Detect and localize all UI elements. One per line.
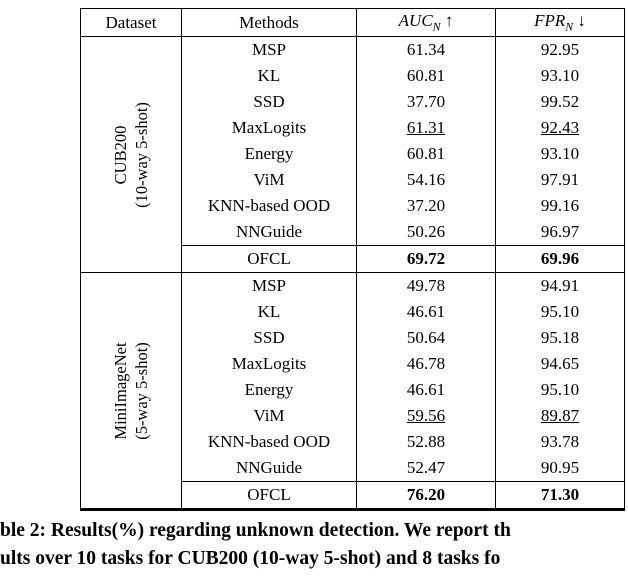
table-header: Dataset Methods AUCN ↑ FPRN ↓ [80,8,625,37]
auc-metric-label: AUCN [398,10,441,34]
fpr-value: 90.95 [495,455,625,482]
dataset-group: CUB200 (10-way 5-shot) MSP 61.34 92.95 KL 60.8… [80,36,625,273]
dataset-label-line: CUB200 [111,125,130,184]
auc-value: 52.88 [356,429,496,455]
method-name: MaxLogits [181,351,357,377]
fpr-value: 71.30 [495,481,625,510]
fpr-value: 95.10 [495,377,625,403]
dataset-label-line: MiniImageNet [111,341,130,440]
method-name: SSD [181,325,357,351]
method-row: KNN-based OOD 37.20 99.16 [81,193,625,219]
dataset-label-line: (10-way 5-shot) [132,101,151,208]
method-row: MaxLogits 46.78 94.65 [81,351,625,377]
method-name: Energy [181,377,357,403]
auc-value: 46.61 [356,377,496,403]
method-name: NNGuide [181,219,357,246]
dataset-label-rotated: CUB200 (10-way 5-shot) [110,102,152,208]
method-row: KNN-based OOD 52.88 93.78 [81,429,625,455]
method-name: MSP [181,272,357,299]
fpr-value: 93.10 [495,141,625,167]
method-name: OFCL [181,481,357,510]
method-name: MSP [181,36,357,63]
auc-value: 49.78 [356,272,496,299]
method-row: CUB200 (10-way 5-shot) MSP 61.34 92.95 [80,36,625,273]
auc-value: 61.31 [356,115,496,141]
method-name: SSD [181,89,357,115]
fpr-value: 94.91 [495,272,625,299]
fpr-value: 96.97 [495,219,625,246]
dataset-label-line: (5-way 5-shot) [132,341,151,440]
fpr-value: 89.87 [495,403,625,429]
auc-value: 54.16 [356,167,496,193]
method-row: KL 60.81 93.10 [81,63,625,89]
caption-line-1: ble 2: Results(%) regarding unknown dete… [0,520,511,541]
header-dataset: Dataset [80,8,182,37]
method-name: KL [181,299,357,325]
method-name: KL [181,63,357,89]
paper-table-figure: Dataset Methods AUCN ↑ FPRN ↓ CUB200 (10-… [0,8,628,580]
method-name: NNGuide [181,455,357,482]
dataset-label: CUB200 (10-way 5-shot) [80,36,182,273]
method-row: NNGuide 52.47 90.95 [81,455,625,482]
header-methods: Methods [181,8,357,37]
method-row: Energy 60.81 93.10 [81,141,625,167]
method-row: MiniImageNet (5-way 5-shot) MSP 49.78 94.91 [80,272,625,510]
method-row: SSD 50.64 95.18 [81,325,625,351]
results-table: Dataset Methods AUCN ↑ FPRN ↓ CUB200 (10-… [80,8,625,511]
auc-value: 60.81 [356,141,496,167]
method-name: Energy [181,141,357,167]
auc-value: 37.70 [356,89,496,115]
fpr-value: 94.65 [495,351,625,377]
method-row: ViM 54.16 97.91 [81,167,625,193]
method-name: KNN-based OOD [181,429,357,455]
fpr-value: 95.18 [495,325,625,351]
method-row: SSD 37.70 99.52 [81,89,625,115]
method-name: ViM [181,403,357,429]
method-name: OFCL [181,245,357,273]
method-row: NNGuide 50.26 96.97 [81,219,625,246]
auc-value: 59.56 [356,403,496,429]
auc-value: 69.72 [356,245,496,273]
auc-value: 52.47 [356,455,496,482]
method-row: ViM 59.56 89.87 [81,403,625,429]
fpr-value: 97.91 [495,167,625,193]
auc-value: 61.34 [356,36,496,63]
auc-value: 60.81 [356,63,496,89]
fpr-value: 95.10 [495,299,625,325]
fpr-value: 99.16 [495,193,625,219]
down-arrow-icon: ↓ [577,10,586,30]
auc-value: 37.20 [356,193,496,219]
fpr-value: 69.96 [495,245,625,273]
fpr-value: 92.95 [495,36,625,63]
method-row: Energy 46.61 95.10 [81,377,625,403]
auc-value: 46.61 [356,299,496,325]
fpr-metric-label: FPRN [534,10,574,34]
auc-value: 46.78 [356,351,496,377]
method-row: KL 46.61 95.10 [81,299,625,325]
up-arrow-icon: ↑ [444,10,454,30]
header-auc: AUCN ↑ [356,8,496,37]
fpr-value: 92.43 [495,115,625,141]
method-row: MaxLogits 61.31 92.43 [81,115,625,141]
auc-value: 76.20 [356,481,496,510]
auc-value: 50.64 [356,325,496,351]
header-row: Dataset Methods AUCN ↑ FPRN ↓ [80,8,625,37]
dataset-label: MiniImageNet (5-way 5-shot) [80,272,182,510]
method-name: MaxLogits [181,115,357,141]
table-caption: ble 2: Results(%) regarding unknown dete… [0,517,628,572]
ofcl-row: OFCL 69.72 69.96 [81,245,625,273]
header-fpr: FPRN ↓ [495,8,625,37]
auc-value: 50.26 [356,219,496,246]
ofcl-row: OFCL 76.20 71.30 [81,481,625,510]
method-name: KNN-based OOD [181,193,357,219]
method-name: ViM [181,167,357,193]
fpr-value: 93.78 [495,429,625,455]
caption-line-2: ults over 10 tasks for CUB200 (10-way 5-… [0,547,501,569]
fpr-value: 93.10 [495,63,625,89]
dataset-group: MiniImageNet (5-way 5-shot) MSP 49.78 94.91 K… [80,272,625,510]
dataset-label-rotated: MiniImageNet (5-way 5-shot) [110,342,152,440]
fpr-value: 99.52 [495,89,625,115]
